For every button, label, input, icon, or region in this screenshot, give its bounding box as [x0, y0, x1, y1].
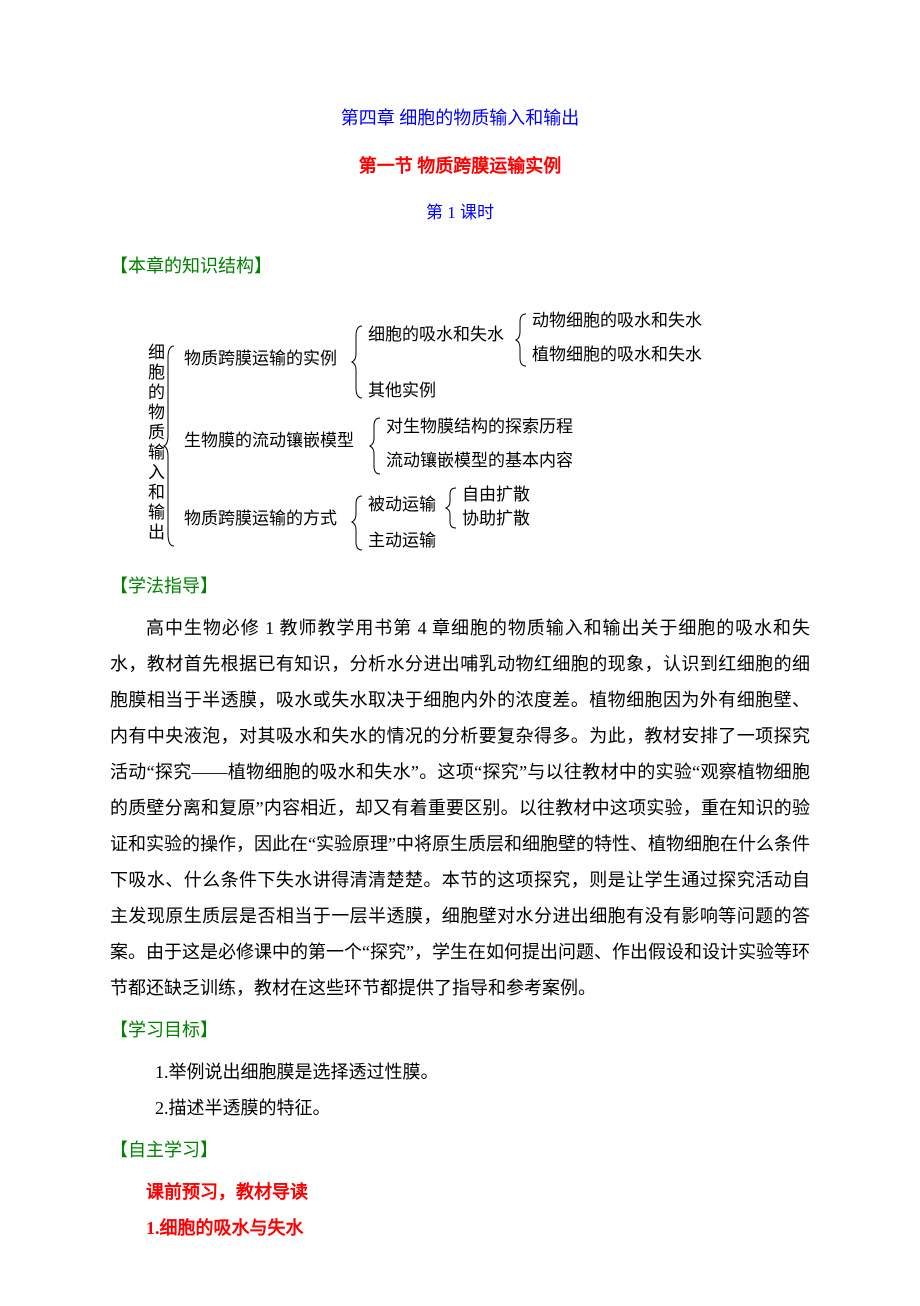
- heading-goals: 【学习目标】: [110, 1012, 810, 1048]
- preread-title: 课前预习，教材导读: [110, 1174, 810, 1210]
- l1-c: 物质跨膜运输的方式: [184, 509, 337, 528]
- self-study-item-1: 1.细胞的吸水与失水: [110, 1210, 810, 1246]
- root-char-1: 细: [148, 343, 165, 362]
- knowledge-structure-diagram: 细 胞 的 物 质 输 入 和 输 出 物质跨膜运输的实例 生物膜的流动镶嵌模型…: [110, 296, 810, 556]
- root-char-9: 输: [148, 503, 165, 522]
- tree-diagram-svg: 细 胞 的 物 质 输 入 和 输 出 物质跨膜运输的实例 生物膜的流动镶嵌模型…: [140, 296, 780, 556]
- l2-c2: 主动运输: [368, 531, 436, 550]
- root-char-3: 的: [148, 383, 165, 402]
- l2-b2: 流动镶嵌模型的基本内容: [386, 450, 573, 470]
- root-char-5: 质: [148, 423, 165, 442]
- goal-item-2: 2.描述半透膜的特征。: [155, 1090, 810, 1126]
- l3-a1b: 植物细胞的吸水和失水: [532, 345, 702, 364]
- l3-c1b: 协助扩散: [462, 509, 530, 528]
- goal-list: 1.举例说出细胞膜是选择透过性膜。 2.描述半透膜的特征。: [110, 1054, 810, 1126]
- page-root: 第四章 细胞的物质输入和输出 第一节 物质跨膜运输实例 第 1 课时 【本章的知…: [0, 0, 920, 1306]
- l2-a1: 细胞的吸水和失水: [368, 325, 504, 344]
- root-char-8: 和: [148, 483, 165, 502]
- l3-a1a: 动物细胞的吸水和失水: [532, 311, 702, 330]
- l2-a2: 其他实例: [368, 381, 436, 400]
- method-paragraph-block: 高中生物必修 1 教师教学用书第 4 章细胞的物质输入和输出关于细胞的吸水和失水…: [110, 610, 810, 1006]
- heading-method: 【学法指导】: [110, 568, 810, 604]
- l1-a: 物质跨膜运输的实例: [184, 349, 337, 368]
- method-paragraph: 高中生物必修 1 教师教学用书第 4 章细胞的物质输入和输出关于细胞的吸水和失水…: [110, 610, 810, 1006]
- brace-l2a1: [516, 314, 526, 366]
- brace-l2c1: [446, 488, 456, 528]
- brace-root: [164, 346, 174, 546]
- section-title: 第一节 物质跨膜运输实例: [110, 148, 810, 184]
- brace-l1b: [370, 418, 380, 474]
- l2-b1: 对生物膜结构的探索历程: [386, 417, 573, 436]
- chapter-title: 第四章 细胞的物质输入和输出: [110, 100, 810, 136]
- root-char-10: 出: [148, 523, 165, 542]
- root-char-2: 胞: [148, 363, 165, 382]
- l1-b: 生物膜的流动镶嵌模型: [184, 430, 354, 450]
- l3-c1a: 自由扩散: [462, 485, 530, 504]
- brace-l1a: [352, 326, 362, 398]
- goal-item-1: 1.举例说出细胞膜是选择透过性膜。: [155, 1054, 810, 1090]
- heading-structure: 【本章的知识结构】: [110, 248, 810, 284]
- lesson-number: 第 1 课时: [110, 196, 810, 230]
- brace-l1c: [352, 496, 362, 550]
- root-char-7: 入: [148, 463, 165, 482]
- heading-self-study: 【自主学习】: [110, 1132, 810, 1168]
- l2-c1: 被动运输: [368, 495, 436, 514]
- root-char-6: 输: [148, 443, 165, 462]
- root-char-4: 物: [148, 403, 165, 422]
